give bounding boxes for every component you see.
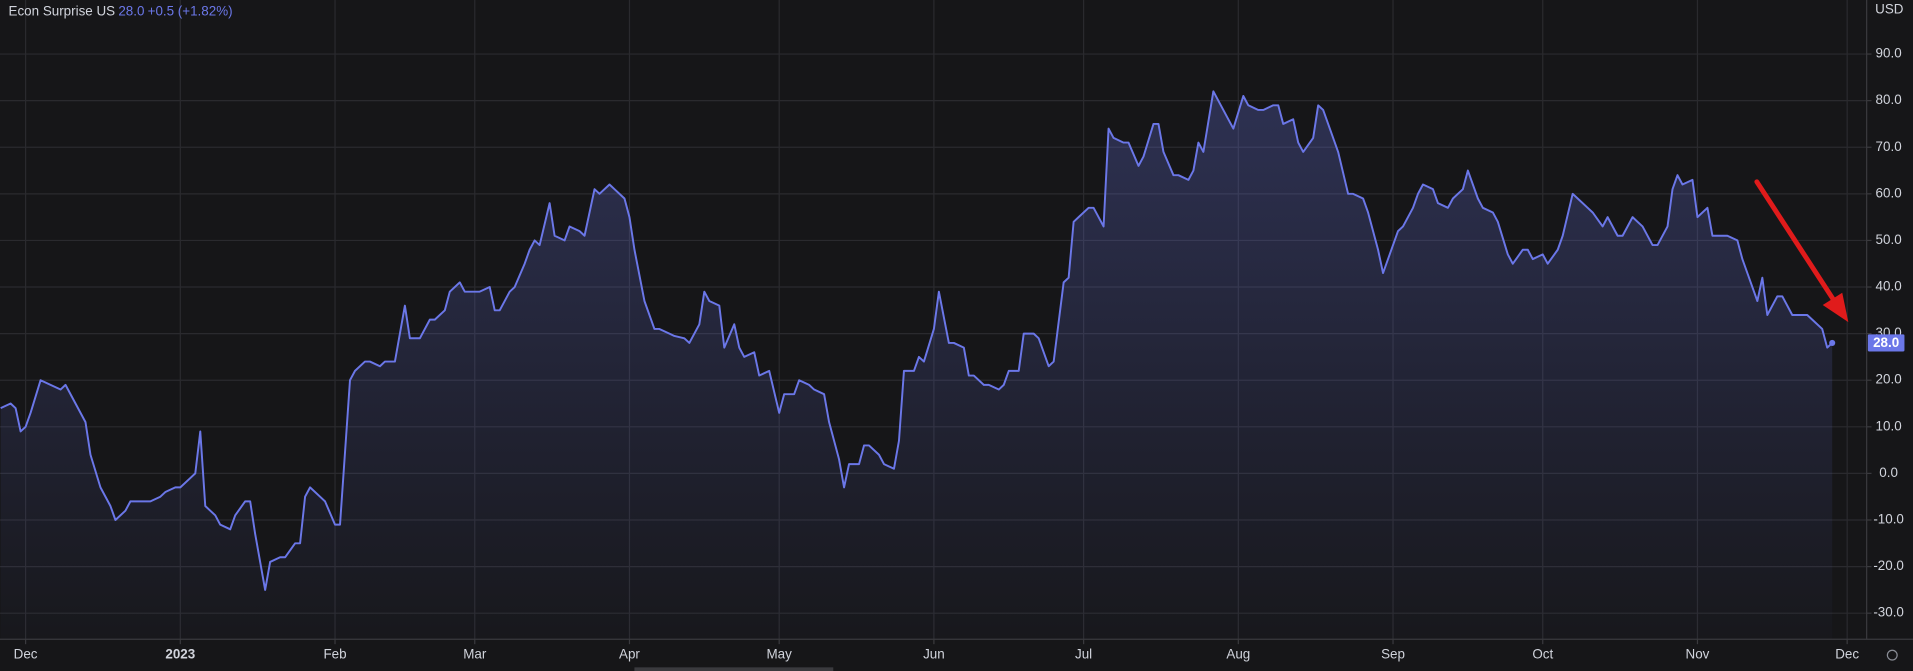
line <box>0 90 1833 591</box>
y-tick-label: 80.0 <box>1876 92 1902 107</box>
plot <box>0 90 1836 640</box>
y-tick-label: 40.0 <box>1876 279 1902 294</box>
x-tick-label: Nov <box>1686 647 1710 662</box>
y-tick-label: -20.0 <box>1873 558 1904 573</box>
currency-label[interactable]: USD <box>1875 1 1904 16</box>
y-tick-label: -30.0 <box>1873 605 1904 620</box>
y-tick-label: 50.0 <box>1876 232 1902 247</box>
x-tick-label: Jun <box>923 647 945 662</box>
header-change: +0.5 (+1.82%) <box>148 4 233 19</box>
y-tick-label: 20.0 <box>1876 372 1902 387</box>
y-tick-label: 70.0 <box>1876 139 1902 154</box>
scrollbar[interactable] <box>634 667 834 671</box>
y-tick-label: 60.0 <box>1876 185 1902 200</box>
x-tick-label: Apr <box>619 647 640 662</box>
x-tick-label: Oct <box>1532 647 1553 662</box>
last-value-label: 28.0 <box>1873 335 1899 350</box>
settings-icon[interactable] <box>1886 649 1898 661</box>
x-tick-label: Dec <box>1835 647 1859 662</box>
chart-title: Econ Surprise US <box>9 4 116 19</box>
x-tick-label: Jul <box>1075 647 1092 662</box>
x-tick-label: Feb <box>323 647 346 662</box>
arrow-head <box>1822 292 1849 323</box>
x-tick-label: May <box>767 647 793 662</box>
last-point <box>1829 339 1836 346</box>
last-value-badge <box>1867 334 1905 352</box>
x-tick-label: Dec <box>14 647 38 662</box>
x-tick-label: Mar <box>463 647 487 662</box>
header-value: 28.0 <box>118 4 144 19</box>
y-tick-label: -10.0 <box>1873 512 1904 527</box>
y-tick-label: 0.0 <box>1879 465 1898 480</box>
arrow-shaft <box>1754 179 1839 307</box>
x-tick-label: 2023 <box>165 647 195 662</box>
y-tick-label: 90.0 <box>1876 46 1902 61</box>
annotation-arrow <box>1754 179 1849 323</box>
y-tick-label: 10.0 <box>1876 418 1902 433</box>
x-tick-label: Sep <box>1381 647 1405 662</box>
x-tick-label: Aug <box>1226 647 1250 662</box>
